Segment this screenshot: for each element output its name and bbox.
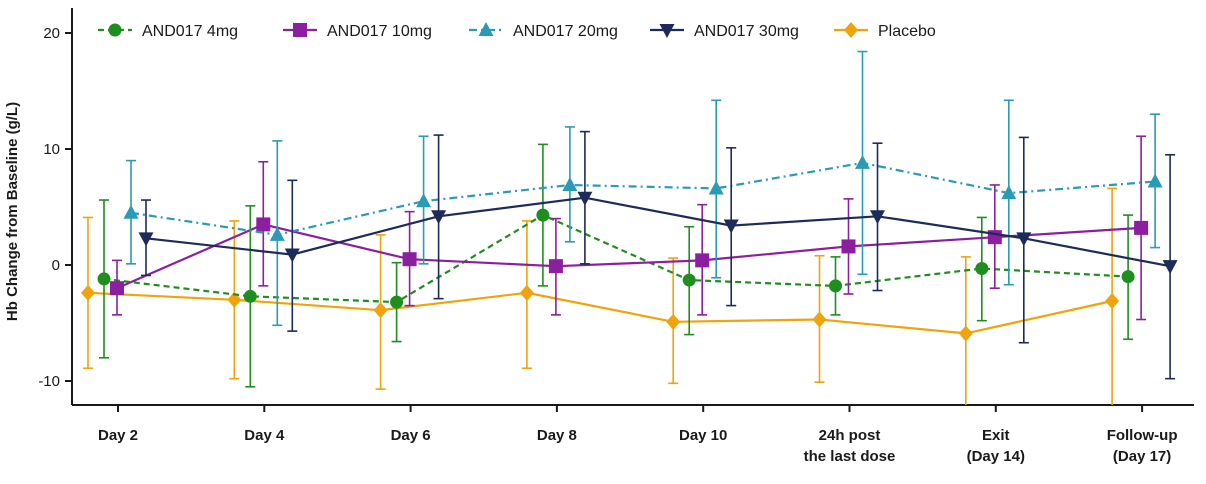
y-tick-label: 10 <box>43 141 60 158</box>
data-point <box>110 281 124 296</box>
legend-marker <box>478 22 494 36</box>
legend: AND017 4mg AND017 10mg AND017 20mg AND017 3… <box>98 22 936 40</box>
y-axis-label: Hb Change from Baseline (g/L) <box>4 102 21 321</box>
legend-marker <box>108 23 122 37</box>
data-point <box>577 191 593 206</box>
y-tick-label: -10 <box>38 373 60 390</box>
x-tick-label: Day 4 <box>244 427 285 444</box>
data-point <box>855 154 870 169</box>
data-point <box>708 180 724 195</box>
legend-item: AND017 20mg <box>469 22 618 40</box>
x-tick-label: Day 6 <box>391 427 431 444</box>
data-point <box>431 210 447 225</box>
legend-label: AND017 10mg <box>327 23 432 40</box>
series-placebo <box>81 187 1120 405</box>
x-tick-label: (Day 17) <box>1113 448 1171 465</box>
series-line <box>103 213 1129 304</box>
x-tick-label: (Day 14) <box>967 448 1025 465</box>
data-point <box>548 259 563 274</box>
data-point <box>1147 173 1163 188</box>
data-point <box>373 302 388 319</box>
legend-label: AND017 20mg <box>513 23 618 40</box>
series-and017-10mg <box>110 135 1149 321</box>
plot-area <box>81 50 1178 405</box>
x-tick-label: Day 10 <box>679 427 727 444</box>
data-point <box>1134 220 1149 235</box>
data-point <box>416 193 432 208</box>
data-point <box>958 325 973 342</box>
series-and017-30mg <box>138 130 1178 380</box>
data-point <box>402 252 417 267</box>
data-point <box>81 284 95 301</box>
data-point <box>536 208 550 222</box>
x-tick-label: the last dose <box>804 448 896 465</box>
legend-item: Placebo <box>834 22 936 40</box>
data-point <box>390 295 404 309</box>
data-point <box>829 279 842 293</box>
series-and017-4mg <box>97 143 1135 388</box>
x-tick-label: Day 8 <box>537 427 577 444</box>
data-point <box>97 272 111 286</box>
x-tick-label: Follow-up <box>1107 427 1178 444</box>
legend-item: AND017 30mg <box>650 23 799 40</box>
x-tick-label: Day 2 <box>98 427 138 444</box>
y-tick-label: 0 <box>52 257 60 274</box>
data-point <box>975 261 989 275</box>
data-point <box>1105 292 1120 309</box>
legend-item: AND017 10mg <box>283 23 432 40</box>
data-point <box>256 217 271 232</box>
data-point <box>243 289 257 303</box>
data-point <box>562 176 578 191</box>
axes: -10 0 10 20 Day 2 Day 4 Day 6 Day 8 Day 10 24h po… <box>38 8 1194 465</box>
series-line <box>116 223 1142 290</box>
data-point <box>870 210 885 225</box>
data-point <box>284 248 300 263</box>
data-point <box>1016 232 1032 247</box>
series-and017-20mg <box>123 50 1163 327</box>
data-point <box>519 284 534 301</box>
data-point <box>1121 270 1135 284</box>
series-line <box>87 291 1113 335</box>
series-line <box>145 196 1171 268</box>
legend-marker <box>844 22 858 38</box>
legend-marker <box>293 23 307 37</box>
data-point <box>812 311 827 328</box>
data-point <box>682 273 696 287</box>
data-point <box>695 253 710 268</box>
x-tick-label: Exit <box>982 427 1010 444</box>
data-point <box>1001 185 1017 200</box>
legend-label: Placebo <box>878 23 936 40</box>
data-point <box>123 204 139 219</box>
legend-label: AND017 4mg <box>142 23 238 40</box>
legend-marker <box>659 24 675 38</box>
legend-item: AND017 4mg <box>98 23 238 40</box>
data-point <box>841 239 856 254</box>
series-line <box>130 161 1156 236</box>
data-point <box>138 232 154 247</box>
data-point <box>1162 260 1178 275</box>
data-point <box>269 226 285 241</box>
x-tick-label: 24h post <box>819 427 881 444</box>
data-point <box>723 219 739 234</box>
y-tick-label: 20 <box>43 25 60 42</box>
legend-label: AND017 30mg <box>694 23 799 40</box>
data-point <box>666 313 681 330</box>
